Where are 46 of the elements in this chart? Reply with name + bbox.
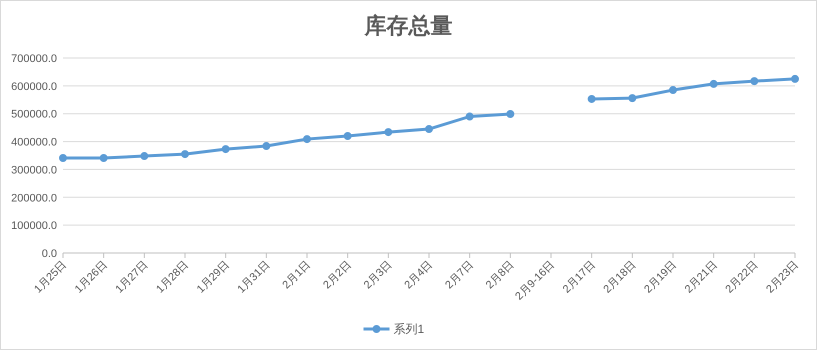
point bbox=[466, 112, 474, 120]
y-tick-label: 500000.0 bbox=[11, 108, 57, 121]
x-tick-label: 2月7日 bbox=[443, 258, 476, 292]
x-tick-label: 2月1日 bbox=[280, 258, 314, 292]
point bbox=[588, 94, 596, 103]
x-tick-label: 2月4日 bbox=[402, 258, 436, 292]
point bbox=[303, 135, 311, 144]
x-tick-label: 2月23日 bbox=[764, 258, 802, 296]
point bbox=[791, 74, 799, 83]
point bbox=[669, 86, 677, 94]
point bbox=[384, 128, 392, 136]
y-tick-label: 0.0 bbox=[42, 248, 57, 260]
x-tick-label: 2月17日 bbox=[560, 258, 598, 296]
point bbox=[100, 154, 108, 162]
x-tick-label: 2月8日 bbox=[484, 258, 516, 292]
chart-title: 库存总量 bbox=[364, 13, 452, 38]
x-tick-label: 2月22日 bbox=[723, 258, 760, 296]
x-tick-label: 2月3日 bbox=[362, 258, 394, 292]
point bbox=[710, 80, 718, 88]
point bbox=[750, 77, 758, 86]
x-tick-label: 1月31日 bbox=[235, 258, 272, 296]
point bbox=[262, 142, 270, 150]
x-tick-label: 1月29日 bbox=[194, 258, 232, 296]
point bbox=[59, 154, 67, 162]
point bbox=[506, 110, 514, 118]
point bbox=[628, 94, 636, 102]
x-tick-label: 2月18日 bbox=[601, 258, 638, 296]
point bbox=[344, 132, 352, 140]
point bbox=[140, 152, 148, 160]
legend-label: 系列1 bbox=[394, 322, 424, 336]
point bbox=[425, 125, 433, 134]
y-tick-label: 300000.0 bbox=[11, 164, 57, 176]
x-tick-label: 1月28日 bbox=[154, 258, 192, 296]
x-tick-label: 1月25日 bbox=[32, 258, 70, 296]
point bbox=[181, 150, 189, 158]
y-tick-label: 100000.0 bbox=[11, 220, 57, 232]
y-tick-label: 400000.0 bbox=[11, 136, 57, 149]
x-tick-label: 1月26日 bbox=[72, 258, 110, 296]
y-tick-label: 600000.0 bbox=[11, 80, 57, 93]
y-tick-label: 700000.0 bbox=[11, 53, 57, 65]
x-tick-label: 2月19日 bbox=[642, 258, 680, 296]
point bbox=[222, 145, 230, 154]
x-tick-label: 2月2日 bbox=[321, 258, 354, 292]
x-tick-label: 1月27日 bbox=[113, 258, 150, 296]
x-tick-label: 2月21日 bbox=[682, 258, 720, 296]
y-tick-label: 200000.0 bbox=[11, 192, 57, 204]
